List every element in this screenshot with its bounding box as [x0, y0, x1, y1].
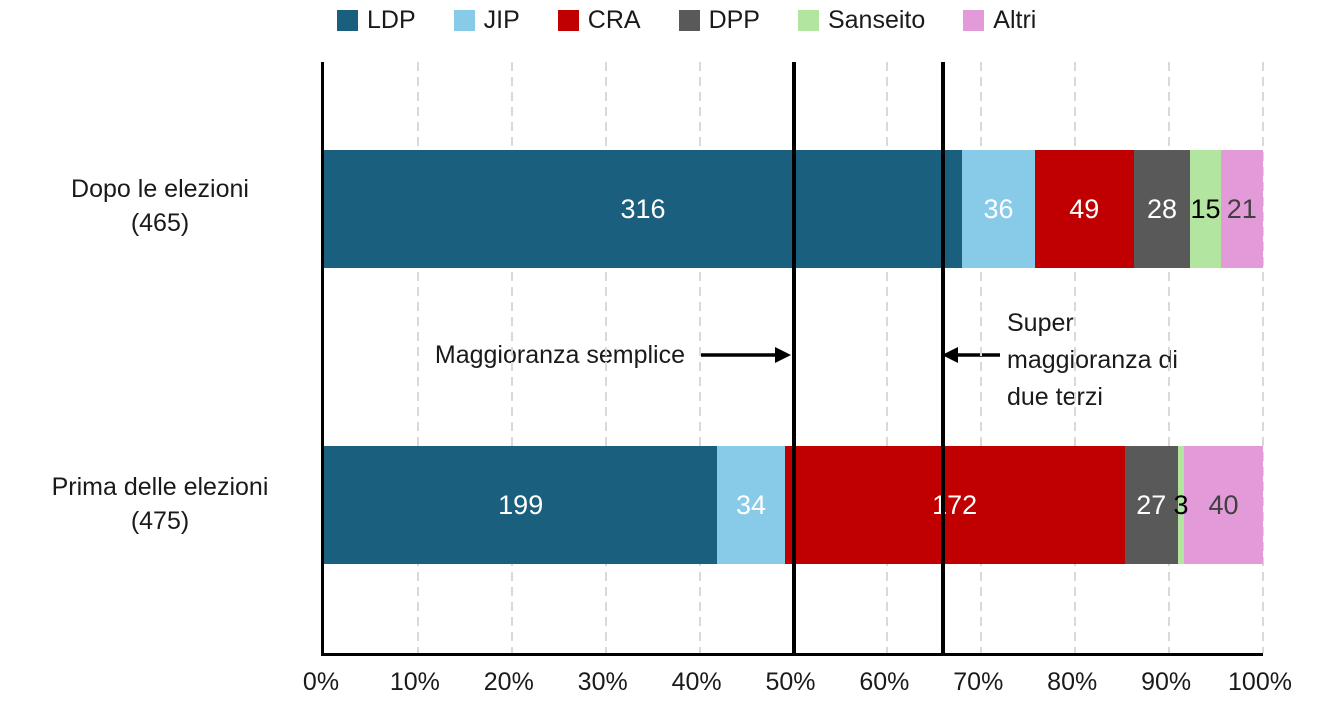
legend-item-ldp: LDP	[337, 6, 416, 35]
bar-segment-cra: 172	[784, 446, 1125, 564]
legend-swatch-icon	[557, 10, 579, 31]
annotation-super-majority: Super maggioranza di due terzi	[1007, 305, 1178, 416]
x-tick-label: 20%	[483, 668, 534, 696]
bar-segment-altri: 40	[1183, 446, 1264, 564]
gridline	[416, 62, 419, 653]
reference-line-1	[791, 62, 796, 655]
bar-value-label: 172	[932, 489, 978, 520]
annotation-super-majority-line2: maggioranza di	[1007, 346, 1178, 374]
legend-item-jip: JIP	[453, 6, 520, 35]
gridline	[1262, 62, 1264, 653]
legend-item-dpp: DPP	[678, 6, 760, 35]
x-tick-label: 30%	[577, 668, 628, 696]
bar-segment-jip: 34	[717, 446, 785, 564]
x-tick-label: 10%	[389, 668, 440, 696]
legend-item-sanseito: Sanseito	[797, 6, 926, 35]
bar-row-2: 199 34 172 27 3 40	[324, 446, 1264, 564]
category-label-line: Prima delle elezioni	[51, 473, 269, 501]
annotation-super-majority-line3: due terzi	[1007, 383, 1103, 411]
bar-row-1: 316 36 49 28 15 21	[324, 150, 1264, 268]
bar-value-label: 3	[1173, 489, 1189, 520]
x-axis-ticks: 0% 10% 20% 30% 40% 50% 60% 70% 80% 90% 100%	[303, 668, 1292, 700]
bar-segment-dpp: 28	[1133, 150, 1191, 268]
x-tick-label: 40%	[671, 668, 722, 696]
bar-segment-dpp: 27	[1124, 446, 1178, 564]
arrow-right-icon	[701, 347, 791, 363]
legend: LDP JIP CRA DPP Sanseito Altri	[337, 6, 1036, 35]
bar-segment-sanseito: 15	[1190, 150, 1221, 268]
legend-swatch-icon	[797, 10, 819, 31]
gridline	[1168, 62, 1171, 653]
annotation-simple-majority: Maggioranza semplice	[434, 341, 685, 369]
x-tick-label: 70%	[953, 668, 1004, 696]
bar-value-label: 36	[983, 193, 1014, 224]
category-label-line: Dopo le elezioni	[71, 175, 249, 203]
legend-label: Sanseito	[827, 6, 926, 34]
annotation-super-majority-line1: Super	[1007, 309, 1074, 337]
bar-segment-ldp: 199	[324, 446, 718, 564]
gridline	[604, 62, 607, 653]
legend-swatch-icon	[963, 10, 985, 31]
bar-value-label: 316	[620, 193, 666, 224]
category-label-1: Dopo le elezioni (465)	[0, 172, 320, 240]
legend-label: LDP	[367, 6, 416, 34]
gridline	[886, 62, 889, 653]
bar-segment-ldp: 316	[324, 150, 963, 268]
bar-value-label: 40	[1208, 489, 1239, 520]
category-label-line: (475)	[130, 507, 190, 535]
gridline	[698, 62, 701, 653]
plot-area: 316 36 49 28 15 21 199 34 172 27 3 40	[321, 62, 1264, 656]
bar-value-label: 27	[1136, 489, 1167, 520]
legend-swatch-icon	[337, 10, 358, 31]
x-tick-label: 0%	[302, 668, 340, 696]
legend-swatch-icon	[678, 10, 700, 31]
bar-value-label: 34	[735, 489, 767, 520]
legend-label: JIP	[483, 6, 520, 34]
category-label-line: (465)	[130, 209, 190, 237]
legend-item-altri: Altri	[963, 6, 1036, 35]
gridline	[1074, 62, 1077, 653]
x-tick-label: 60%	[859, 668, 910, 696]
x-tick-label: 80%	[1047, 668, 1098, 696]
x-tick-label: 50%	[765, 668, 816, 696]
x-tick-label: 90%	[1141, 668, 1192, 696]
gridline	[510, 62, 513, 653]
bar-segment-cra: 49	[1034, 150, 1134, 268]
bar-value-label: 199	[498, 489, 544, 520]
bar-segment-jip: 36	[962, 150, 1035, 268]
legend-item-cra: CRA	[557, 6, 641, 35]
bar-value-label: 15	[1190, 193, 1221, 224]
bar-value-label: 28	[1147, 193, 1178, 224]
bar-value-label: 21	[1226, 193, 1257, 224]
bar-value-label: 49	[1069, 193, 1100, 224]
gridline	[980, 62, 983, 653]
bar-segment-sanseito: 3	[1173, 446, 1188, 564]
legend-label: CRA	[587, 6, 641, 34]
reference-line-2	[940, 62, 945, 655]
legend-swatch-icon	[453, 10, 475, 31]
arrow-left-icon	[942, 347, 1000, 363]
legend-label: DPP	[708, 6, 760, 34]
category-label-2: Prima delle elezioni (475)	[0, 470, 320, 538]
legend-label: Altri	[993, 6, 1037, 34]
bar-segment-altri: 21	[1220, 150, 1264, 268]
x-tick-label: 100%	[1228, 668, 1292, 696]
